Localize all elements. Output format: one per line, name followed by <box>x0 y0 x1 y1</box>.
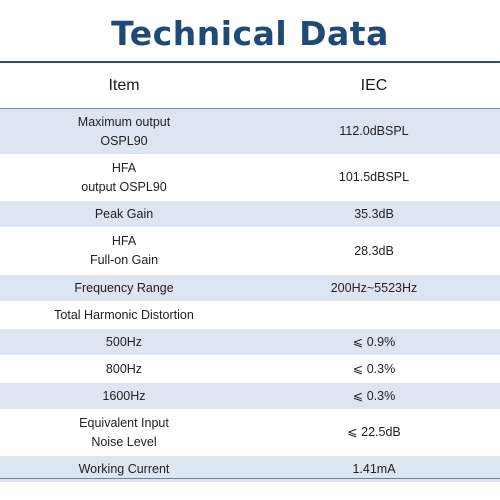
iec-value: 112.0dBSPL <box>339 124 409 138</box>
item-line: Maximum output <box>77 114 171 129</box>
table-row: Total Harmonic Distortion <box>0 302 500 329</box>
iec-value: 200Hz~5523Hz <box>330 280 418 295</box>
iec-value: 28.3dB <box>354 243 394 258</box>
table-row: 500Hz ⩽ 0.9% <box>0 329 500 356</box>
item-line: Equivalent Input <box>79 415 169 430</box>
item-cell: 800Hz <box>105 361 143 376</box>
table-row: Peak Gain 35.3dB <box>0 201 500 228</box>
item-line: HFA <box>111 160 137 175</box>
item-cell: 1600Hz <box>102 388 146 403</box>
table-row: HFA output OSPL90 101.5dBSPL <box>0 155 500 201</box>
item-cell: Working Current <box>78 461 170 476</box>
iec-value: ⩽ 0.9% <box>352 334 396 349</box>
table-row: Frequency Range 200Hz~5523Hz <box>0 275 500 302</box>
table-row: Maximum output OSPL90 112.0dBSPL <box>0 109 500 155</box>
header-iec: IEC <box>360 77 388 94</box>
item-cell: 500Hz <box>105 334 143 349</box>
table-header-row: Item IEC <box>0 63 500 109</box>
iec-value: 35.3dB <box>354 206 394 221</box>
item-cell: Frequency Range <box>74 280 174 295</box>
iec-value <box>248 302 500 328</box>
item-cell: Equivalent Input Noise Level <box>0 410 248 455</box>
item-line: Full-on Gain <box>89 253 159 267</box>
item-line: OSPL90 <box>100 133 148 148</box>
iec-value: 1.41mA <box>352 461 396 476</box>
item-line: output OSPL90 <box>81 179 167 194</box>
item-cell: Total Harmonic Distortion <box>54 307 194 322</box>
table-row: Equivalent Input Noise Level ⩽ 22.5dB <box>0 410 500 456</box>
item-cell: Peak Gain <box>94 206 154 221</box>
iec-value: ⩽ 0.3% <box>352 361 396 376</box>
iec-value: 101.5dBSPL <box>338 170 410 184</box>
title-divider <box>0 61 500 63</box>
table-bottom-rule <box>0 478 500 479</box>
table-row: 1600Hz ⩽ 0.3% <box>0 383 500 410</box>
item-cell: Maximum output OSPL90 <box>0 109 248 154</box>
iec-value: ⩽ 22.5dB <box>347 425 401 439</box>
item-line: Noise Level <box>91 434 157 449</box>
item-cell: HFA Full-on Gain <box>0 228 248 274</box>
spec-table: Item IEC Maximum output OSPL90 112.0dBSP… <box>0 63 500 483</box>
item-cell: HFA output OSPL90 <box>0 155 248 200</box>
header-item: Item <box>108 77 140 94</box>
table-row: 800Hz ⩽ 0.3% <box>0 356 500 383</box>
page-title: Technical Data <box>111 14 389 53</box>
iec-value: ⩽ 0.3% <box>352 388 396 403</box>
table-row: HFA Full-on Gain 28.3dB <box>0 228 500 275</box>
item-line: HFA <box>111 234 137 248</box>
